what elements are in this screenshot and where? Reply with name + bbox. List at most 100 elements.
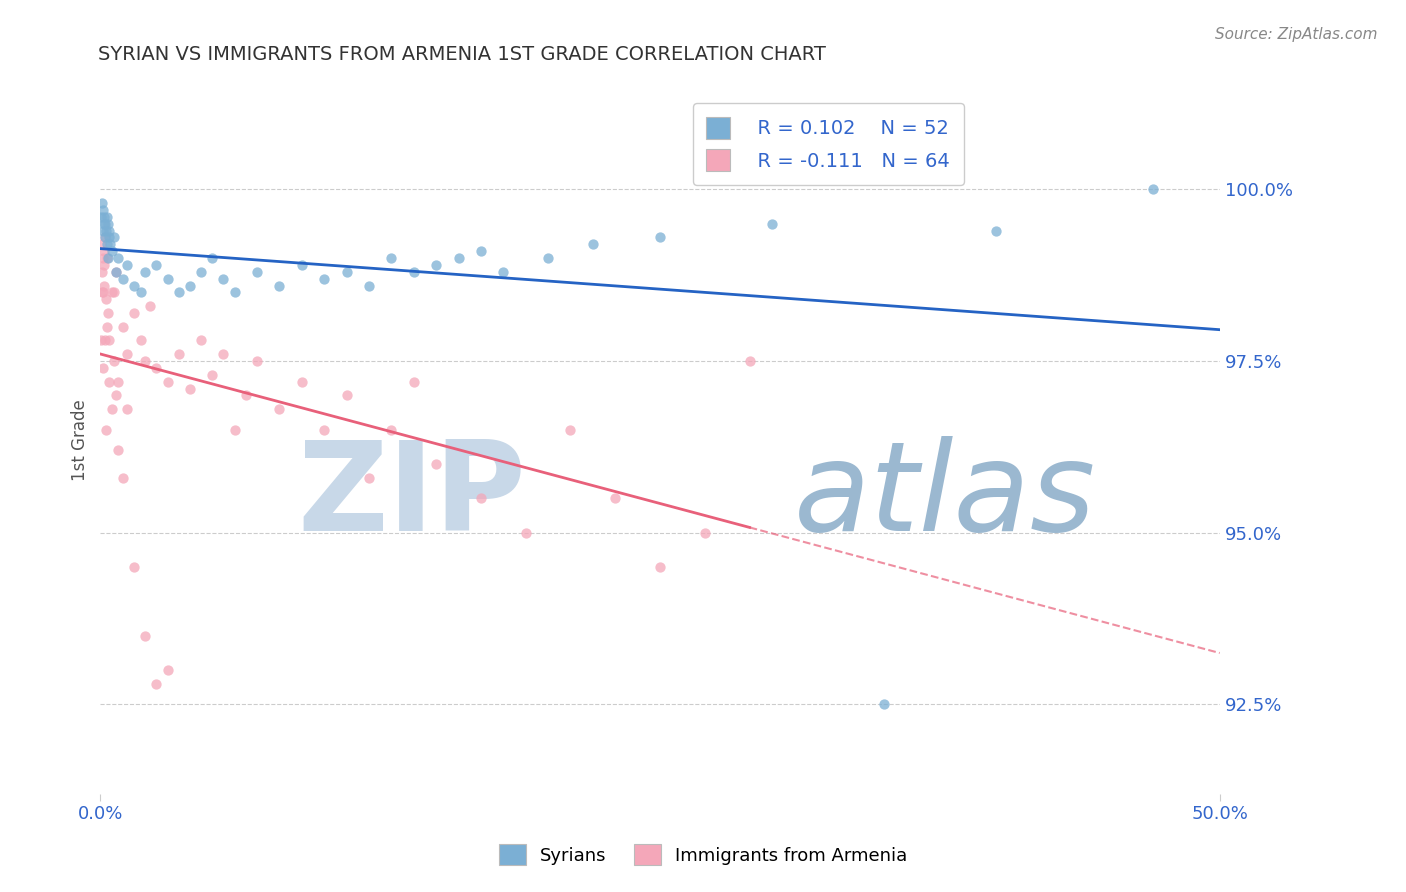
Point	[156, 375, 179, 389]
Point	[107, 251, 129, 265]
Point	[93, 217, 115, 231]
Point	[314, 423, 336, 437]
Point	[94, 217, 117, 231]
Point	[97, 230, 120, 244]
Point	[91, 265, 114, 279]
Point	[97, 306, 120, 320]
Point	[224, 423, 246, 437]
Point	[138, 299, 160, 313]
Text: Source: ZipAtlas.com: Source: ZipAtlas.com	[1215, 27, 1378, 42]
Point	[357, 471, 380, 485]
Point	[129, 285, 152, 300]
Point	[100, 237, 122, 252]
Point	[425, 457, 447, 471]
Point	[98, 375, 121, 389]
Legend: Syrians, Immigrants from Armenia: Syrians, Immigrants from Armenia	[489, 835, 917, 874]
Point	[984, 223, 1007, 237]
Point	[91, 285, 114, 300]
Point	[425, 258, 447, 272]
Point	[179, 278, 201, 293]
Point	[648, 230, 671, 244]
Point	[107, 443, 129, 458]
Point	[94, 334, 117, 348]
Y-axis label: 1st Grade: 1st Grade	[72, 399, 89, 481]
Point	[693, 525, 716, 540]
Point	[91, 223, 114, 237]
Point	[167, 347, 190, 361]
Point	[582, 237, 605, 252]
Point	[98, 223, 121, 237]
Point	[134, 265, 156, 279]
Point	[107, 375, 129, 389]
Point	[145, 677, 167, 691]
Point	[96, 319, 118, 334]
Point	[605, 491, 627, 506]
Point	[269, 278, 291, 293]
Point	[560, 423, 582, 437]
Text: atlas: atlas	[794, 436, 1097, 558]
Point	[129, 334, 152, 348]
Point	[224, 285, 246, 300]
Point	[100, 402, 122, 417]
Point	[470, 491, 492, 506]
Text: ZIP: ZIP	[297, 436, 526, 558]
Point	[93, 210, 115, 224]
Point	[314, 271, 336, 285]
Point	[402, 265, 425, 279]
Point	[402, 375, 425, 389]
Point	[336, 265, 359, 279]
Point	[648, 560, 671, 574]
Point	[100, 244, 122, 259]
Point	[122, 560, 145, 574]
Point	[145, 360, 167, 375]
Point	[246, 265, 269, 279]
Point	[235, 388, 257, 402]
Point	[190, 265, 212, 279]
Point	[91, 360, 114, 375]
Point	[515, 525, 537, 540]
Point	[97, 251, 120, 265]
Point	[105, 265, 128, 279]
Point	[447, 251, 470, 265]
Point	[94, 292, 117, 306]
Point	[96, 251, 118, 265]
Legend:   R = 0.102    N = 52,   R = -0.111   N = 64: R = 0.102 N = 52, R = -0.111 N = 64	[693, 103, 963, 185]
Point	[761, 217, 783, 231]
Point	[103, 230, 125, 244]
Point	[212, 347, 235, 361]
Point	[90, 334, 112, 348]
Point	[115, 258, 138, 272]
Point	[291, 375, 314, 389]
Point	[96, 217, 118, 231]
Point	[122, 278, 145, 293]
Point	[91, 251, 114, 265]
Point	[537, 251, 560, 265]
Point	[134, 354, 156, 368]
Point	[134, 629, 156, 643]
Point	[190, 334, 212, 348]
Point	[98, 334, 121, 348]
Point	[291, 258, 314, 272]
Point	[111, 319, 134, 334]
Point	[122, 306, 145, 320]
Point	[738, 354, 761, 368]
Text: SYRIAN VS IMMIGRANTS FROM ARMENIA 1ST GRADE CORRELATION CHART: SYRIAN VS IMMIGRANTS FROM ARMENIA 1ST GR…	[98, 45, 827, 63]
Point	[96, 210, 118, 224]
Point	[91, 285, 114, 300]
Point	[94, 423, 117, 437]
Point	[91, 202, 114, 217]
Point	[873, 698, 896, 712]
Point	[103, 354, 125, 368]
Point	[179, 382, 201, 396]
Point	[115, 402, 138, 417]
Point	[156, 271, 179, 285]
Point	[105, 388, 128, 402]
Point	[103, 285, 125, 300]
Point	[380, 423, 402, 437]
Point	[100, 285, 122, 300]
Point	[115, 347, 138, 361]
Point	[145, 258, 167, 272]
Point	[94, 230, 117, 244]
Point	[470, 244, 492, 259]
Point	[156, 663, 179, 677]
